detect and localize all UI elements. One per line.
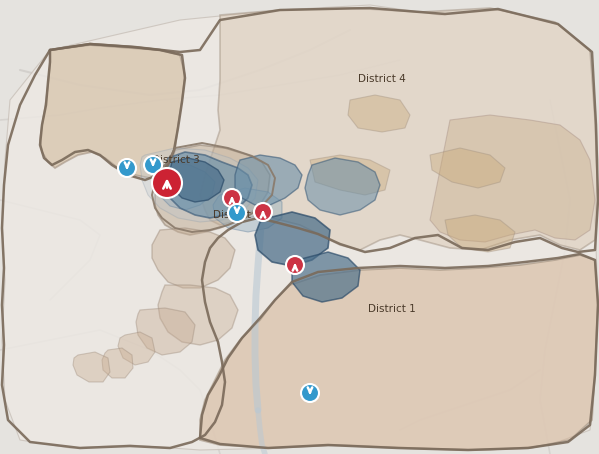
Circle shape (228, 204, 246, 222)
Circle shape (254, 203, 272, 221)
Polygon shape (158, 285, 238, 345)
Polygon shape (200, 8, 598, 250)
Polygon shape (305, 158, 380, 215)
Text: District 1: District 1 (368, 304, 416, 314)
Polygon shape (200, 255, 598, 450)
Polygon shape (152, 228, 235, 288)
Polygon shape (163, 152, 252, 218)
Text: District 2: District 2 (213, 210, 261, 220)
Polygon shape (170, 158, 224, 202)
Polygon shape (102, 348, 133, 378)
Polygon shape (40, 45, 185, 178)
Polygon shape (140, 148, 258, 222)
Circle shape (301, 384, 319, 402)
Circle shape (223, 189, 241, 207)
Polygon shape (445, 215, 515, 252)
Circle shape (144, 156, 162, 174)
Polygon shape (292, 252, 360, 302)
Circle shape (152, 168, 182, 198)
Polygon shape (235, 155, 302, 205)
Circle shape (118, 159, 136, 177)
Text: District 3: District 3 (152, 155, 199, 165)
Polygon shape (2, 5, 598, 450)
Polygon shape (310, 155, 390, 195)
Polygon shape (118, 332, 155, 365)
Polygon shape (213, 188, 282, 232)
Polygon shape (153, 162, 215, 210)
Polygon shape (255, 212, 330, 266)
Polygon shape (73, 352, 110, 382)
Polygon shape (430, 115, 595, 242)
Polygon shape (136, 308, 195, 355)
Polygon shape (430, 148, 505, 188)
Circle shape (286, 256, 304, 274)
Polygon shape (155, 145, 270, 235)
Polygon shape (348, 95, 410, 132)
Text: District 4: District 4 (358, 74, 406, 84)
